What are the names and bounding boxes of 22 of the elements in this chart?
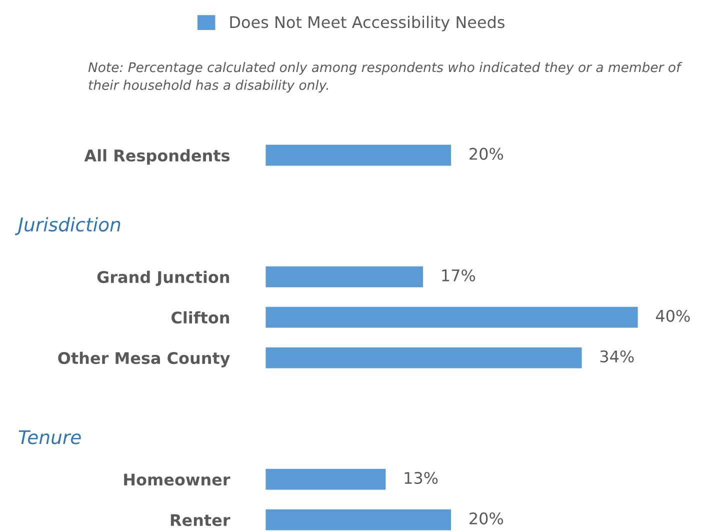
data-label: 20% — [470, 512, 504, 524]
bar — [265, 468, 388, 492]
y-tick-label: Other Mesa County — [58, 352, 230, 368]
bar — [265, 305, 640, 330]
bar — [265, 508, 452, 532]
y-tick-label: Renter — [170, 514, 230, 526]
y-tick-label: All Respondents — [84, 149, 230, 165]
data-label: 17% — [442, 269, 476, 282]
data-label: 13% — [404, 472, 438, 484]
bar — [265, 264, 424, 289]
legend-label: Does Not Meet Accessibility Needs — [230, 16, 504, 32]
chart-subtitle: Note: Percentage calculated only among respondents who indicated they or a member of their household has a disability only. — [88, 62, 682, 93]
bar — [265, 346, 584, 370]
y-tick-label: Clifton — [171, 311, 230, 324]
y-tick-label: Grand Junction — [97, 270, 230, 286]
data-label: 34% — [600, 350, 634, 362]
text: Tenure — [18, 430, 81, 444]
data-label: 20% — [470, 148, 504, 160]
y-tick-label: Homeowner — [124, 474, 230, 486]
text: Jurisdiction — [14, 217, 120, 236]
bar — [265, 143, 452, 168]
data-label: 40% — [656, 310, 690, 322]
